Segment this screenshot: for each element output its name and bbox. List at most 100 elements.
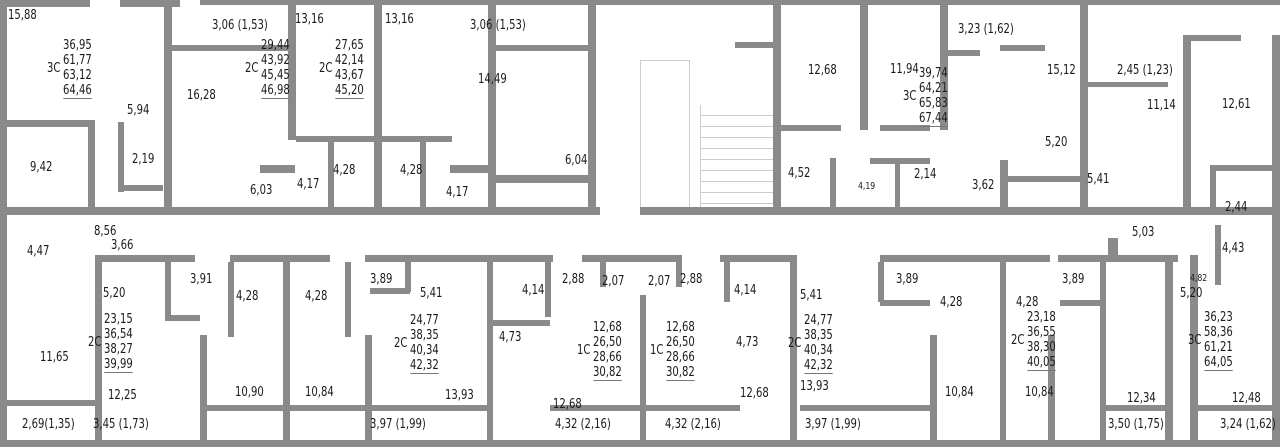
apartment-area: 38,35 (410, 328, 439, 343)
room-area-label: 5,20 (103, 286, 126, 301)
room-area-label: 4,28 (305, 289, 328, 304)
apartment-area: 46,98 (261, 83, 290, 99)
apartment-label: 2С 29,44 43,92 45,45 46,98 (245, 38, 290, 99)
room-area-label: 4,19 (858, 181, 876, 192)
wall (228, 262, 234, 337)
wall (95, 255, 195, 262)
apartment-area: 39,74 (919, 66, 948, 81)
wall (724, 262, 730, 302)
wall (645, 405, 740, 411)
room-area-label: 2,07 (648, 274, 671, 289)
room-area-label: 15,12 (1047, 63, 1076, 78)
room-area-label: 3,89 (370, 272, 393, 287)
wall (1048, 335, 1055, 445)
wall (880, 255, 940, 262)
room-area-label: 5,20 (1180, 286, 1203, 301)
room-area-label: 4,28 (1016, 295, 1039, 310)
wall (283, 255, 290, 445)
wall (870, 158, 930, 164)
wall (1060, 300, 1100, 306)
apartment-type: 1С (577, 343, 591, 358)
apartment-area: 40,05 (1027, 355, 1056, 371)
apartment-area: 64,21 (919, 81, 948, 96)
wall (582, 255, 682, 262)
room-area-label: 13,16 (295, 12, 324, 27)
apartment-area: 12,68 (666, 320, 695, 335)
wall (288, 0, 296, 140)
room-area-label: 14,49 (478, 72, 507, 87)
room-area-label: 6,04 (565, 153, 588, 168)
room-area-label: 4,47 (27, 244, 50, 259)
wall (1198, 405, 1273, 411)
apartment-label: 3С 36,95 61,77 63,12 64,46 (47, 38, 92, 99)
apartment-area: 67,44 (919, 111, 948, 127)
apartment-area: 26,50 (666, 335, 695, 350)
room-area-label: 2,44 (1225, 200, 1248, 215)
wall (1000, 160, 1008, 210)
apartment-area: 64,46 (63, 83, 92, 99)
apartment-area: 45,45 (261, 68, 290, 83)
room-area-label: 3,66 (111, 238, 134, 253)
apartment-area: 12,68 (593, 320, 622, 335)
room-area-label: 13,93 (800, 379, 829, 394)
wall (735, 42, 775, 48)
room-area-label: 6,03 (250, 183, 273, 198)
apartment-area: 36,95 (63, 38, 92, 53)
room-area-label: 15,88 (8, 8, 37, 23)
wall (0, 0, 7, 447)
wall (1058, 255, 1178, 262)
room-area-label: 9,42 (30, 160, 53, 175)
room-area-label: 12,34 (1127, 391, 1156, 406)
room-area-label: 2,45 (1,23) (1117, 63, 1173, 78)
wall (640, 207, 1280, 215)
wall (232, 45, 292, 51)
wall (1272, 35, 1280, 447)
apartment-type: 1С (650, 343, 664, 358)
apartment-type: 2С (88, 335, 102, 350)
wall (200, 335, 207, 445)
room-area-label: 10,84 (1025, 385, 1054, 400)
wall (372, 405, 487, 411)
wall (120, 0, 180, 7)
room-area-label: 3,97 (1,99) (805, 417, 861, 432)
wall (880, 125, 930, 131)
apartment-area: 42,32 (804, 358, 833, 374)
apartment-area: 40,34 (410, 343, 439, 358)
room-area-label: 12,48 (1232, 391, 1261, 406)
apartment-area: 45,20 (335, 83, 364, 99)
room-area-label: 13,16 (385, 12, 414, 27)
apartment-area: 30,82 (593, 365, 622, 381)
room-area-label: 3,06 (1,53) (212, 18, 268, 33)
wall (940, 50, 980, 56)
room-area-label: 3,62 (972, 178, 995, 193)
wall (0, 0, 90, 7)
wall (165, 315, 200, 321)
wall (328, 140, 334, 215)
room-area-label: 5,41 (420, 286, 443, 301)
wall (345, 262, 351, 337)
wall (1210, 165, 1275, 171)
apartment-type: 2С (319, 61, 333, 76)
wall (490, 320, 550, 326)
room-area-label: 4,52 (788, 166, 811, 181)
apartment-type: 3С (903, 89, 917, 104)
room-area-label: 3,06 (1,53) (470, 18, 526, 33)
room-area-label: 5,94 (127, 103, 150, 118)
apartment-area: 61,77 (63, 53, 92, 68)
wall (1088, 82, 1168, 87)
wall (260, 165, 295, 173)
wall (545, 262, 551, 317)
wall (895, 160, 900, 215)
room-area-label: 13,93 (445, 388, 474, 403)
wall (880, 300, 930, 306)
wall (118, 122, 124, 192)
wall (550, 405, 645, 411)
room-area-label: 2,07 (602, 274, 625, 289)
apartment-area: 23,18 (1027, 310, 1056, 325)
wall (382, 136, 452, 142)
wall (1191, 35, 1241, 41)
room-area-label: 12,68 (740, 386, 769, 401)
wall (420, 140, 426, 215)
apartment-area: 38,35 (804, 328, 833, 343)
apartment-area: 43,67 (335, 68, 364, 83)
